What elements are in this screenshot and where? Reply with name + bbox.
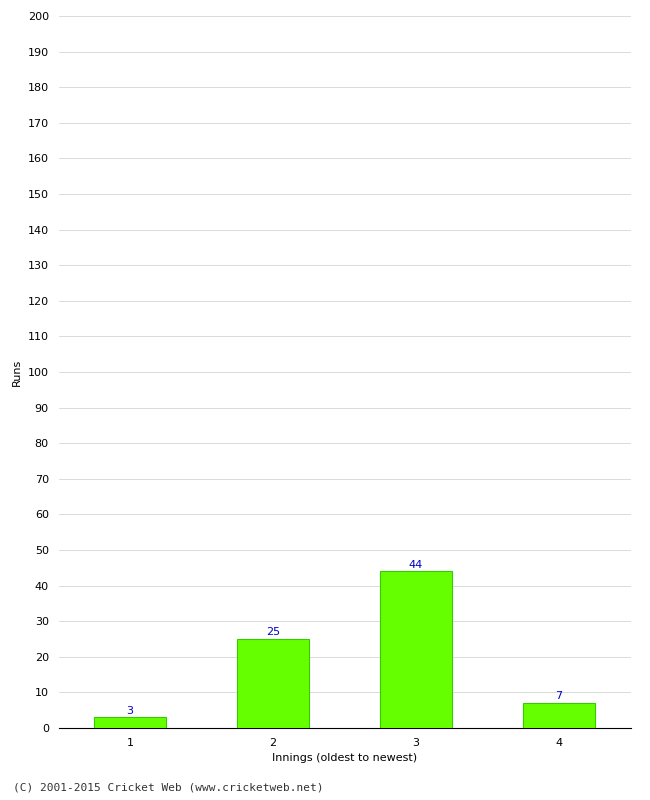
- Bar: [94, 718, 166, 728]
- Text: 7: 7: [556, 691, 562, 702]
- Text: 25: 25: [266, 627, 280, 638]
- Bar: [237, 639, 309, 728]
- Bar: [380, 571, 452, 728]
- Text: (C) 2001-2015 Cricket Web (www.cricketweb.net): (C) 2001-2015 Cricket Web (www.cricketwe…: [13, 782, 324, 792]
- X-axis label: Innings (oldest to newest): Innings (oldest to newest): [272, 754, 417, 763]
- Bar: [523, 703, 595, 728]
- Text: 44: 44: [409, 559, 423, 570]
- Text: 3: 3: [127, 706, 133, 715]
- Y-axis label: Runs: Runs: [12, 358, 22, 386]
